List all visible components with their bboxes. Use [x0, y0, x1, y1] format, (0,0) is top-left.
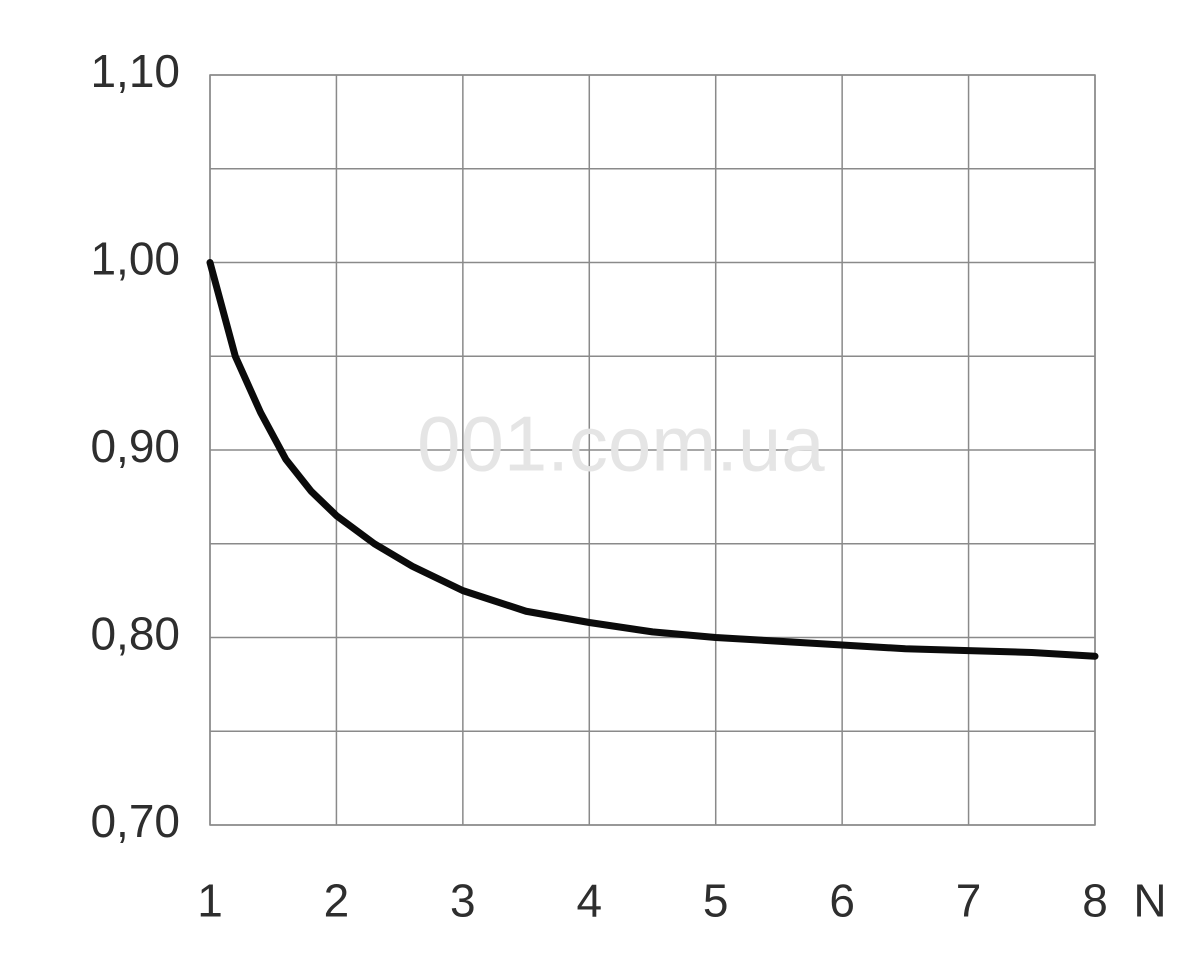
chart-container: 001.com.ua 0,70 0,80 0,90 1,00 1,10 1 2 3 4 5 6 7 8N [0, 0, 1200, 967]
x-tick-label: 2 [324, 875, 350, 927]
x-tick-label: 3 [450, 875, 476, 927]
x-tick-label: 6 [829, 875, 855, 927]
line-chart: 001.com.ua 0,70 0,80 0,90 1,00 1,10 1 2 3 4 5 6 7 8N [0, 0, 1200, 967]
y-tick-label: 0,80 [90, 608, 180, 660]
x-tick-label: 1 [197, 875, 223, 927]
y-tick-label: 1,00 [90, 233, 180, 285]
x-tick-label: 8 [1082, 875, 1108, 927]
x-tick-label: 4 [576, 875, 602, 927]
x-axis-label: N [1133, 875, 1166, 927]
y-tick-label: 0,70 [90, 795, 180, 847]
watermark-text: 001.com.ua [417, 400, 825, 488]
x-tick-label: 7 [956, 875, 982, 927]
y-tick-label: 1,10 [90, 45, 180, 97]
x-tick-label: 5 [703, 875, 729, 927]
y-tick-label: 0,90 [90, 420, 180, 472]
